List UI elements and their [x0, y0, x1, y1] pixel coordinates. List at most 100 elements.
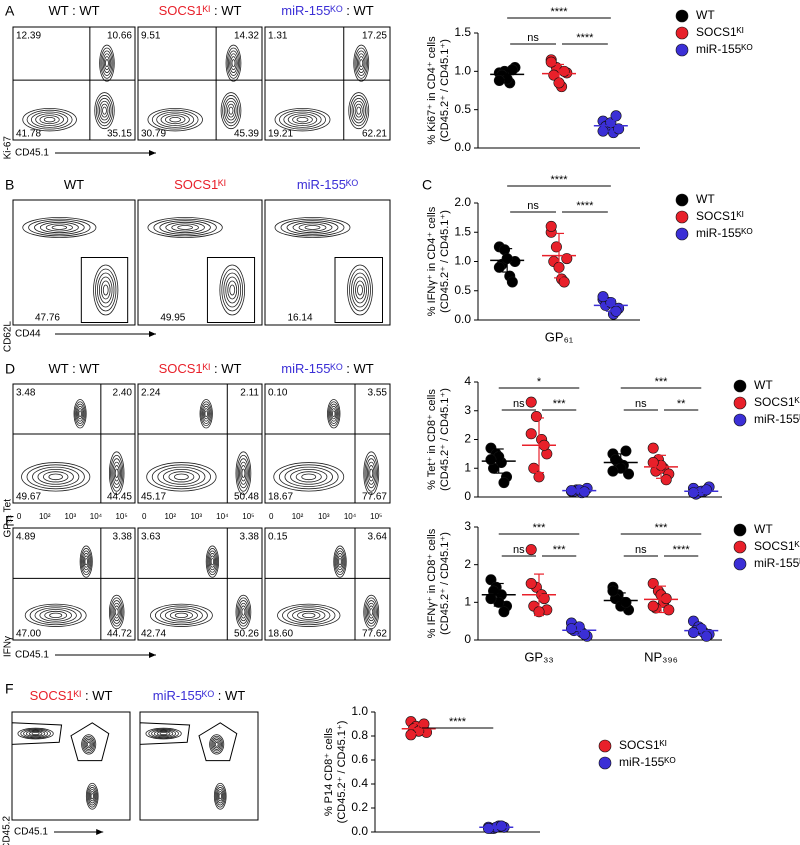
flow-y-label: CD45.2: [2, 816, 13, 845]
quadrant-value: 49.67: [16, 492, 41, 503]
flow-plot-frame: [264, 199, 391, 326]
quadrant-value: 14.32: [234, 31, 259, 42]
contour: [37, 468, 74, 485]
contour: [210, 735, 224, 753]
contour: [368, 465, 375, 482]
contour: [81, 734, 97, 755]
header-part: WT: [79, 361, 99, 376]
contour: [286, 220, 339, 235]
y-axis-label: % Tet⁺ in CD8⁺ cells: [426, 389, 438, 490]
contour: [93, 264, 119, 316]
contour: [216, 789, 224, 804]
contour: [369, 468, 374, 478]
data-point: [498, 606, 510, 618]
flow-header: SOCS1ᴷᴵ : WT: [159, 3, 242, 18]
y-axis-label: % IFNγ⁺ in CD8⁺ cells: [426, 528, 438, 638]
contour: [102, 106, 107, 115]
contour: [225, 44, 242, 82]
contour: [164, 609, 198, 622]
contour: [225, 276, 240, 304]
quadrant-value: 9.51: [141, 31, 161, 42]
legend-label: WT: [754, 522, 773, 536]
y-tick-label: 0.0: [454, 140, 471, 154]
contour: [335, 550, 345, 573]
flow-plot-frame: [137, 199, 263, 326]
gate: [11, 722, 63, 745]
flow-x-label: CD45.1: [14, 827, 48, 838]
contour: [337, 555, 343, 568]
flow-x-tick: 10²: [39, 512, 51, 521]
contour: [78, 410, 82, 418]
contour: [366, 461, 376, 485]
flow-plot-frame: [264, 383, 391, 504]
data-point: [597, 291, 609, 303]
data-point: [485, 593, 497, 605]
header-part: SOCS1ᴷᴵ: [159, 3, 211, 18]
contour: [35, 113, 64, 126]
y-axis-label: (CD45.2⁺ / CD45.1⁺): [336, 721, 348, 824]
y-tick-label: 0.5: [454, 283, 471, 297]
legend-label: miR-155ᴷᴼ: [696, 226, 753, 240]
legend-marker: [675, 210, 689, 224]
contour: [332, 410, 336, 418]
x-category-label: NP₃₉₆: [644, 649, 678, 664]
quadrant-value: 18.60: [268, 629, 293, 640]
contour: [114, 468, 119, 478]
contour: [219, 264, 246, 316]
significance-label: ns: [635, 398, 647, 410]
contour: [34, 220, 85, 235]
contour: [235, 594, 252, 630]
quadrant-value: 50.26: [234, 629, 259, 640]
header-part: WT: [353, 3, 373, 18]
header-part: WT: [221, 3, 241, 18]
contour: [88, 789, 96, 804]
contour: [100, 47, 114, 79]
contour: [26, 109, 73, 130]
quadrant-value: 10.66: [107, 31, 132, 42]
contour: [111, 600, 123, 624]
contour: [43, 117, 56, 123]
contour: [349, 95, 368, 127]
contour: [169, 610, 193, 620]
contour: [231, 59, 236, 68]
y-tick-label: 2: [464, 432, 471, 446]
contour: [221, 268, 244, 312]
contour: [297, 610, 321, 620]
header-part: WT: [353, 361, 373, 376]
data-point: [493, 75, 505, 87]
header-part: WT: [79, 3, 99, 18]
contour: [26, 464, 85, 490]
contour: [28, 218, 91, 237]
contour: [214, 784, 226, 808]
header-part: WT: [225, 688, 245, 703]
contour: [357, 284, 363, 296]
contour: [334, 548, 346, 576]
data-point: [620, 445, 632, 457]
contour: [160, 113, 190, 126]
contour: [239, 602, 248, 622]
contour: [359, 59, 364, 68]
quadrant-value: 4.89: [16, 532, 36, 543]
significance-label: ns: [513, 544, 525, 556]
contour: [112, 602, 121, 622]
contour: [86, 784, 98, 808]
legend-marker: [733, 379, 747, 393]
quadrant-value: 44.72: [107, 629, 132, 640]
data-point: [687, 487, 699, 499]
contour: [304, 225, 321, 230]
flow-header: WT : WT: [48, 3, 99, 18]
significance-label: ns: [635, 544, 647, 556]
y-tick-label: 1.5: [454, 224, 471, 238]
data-point: [565, 623, 577, 635]
contour: [278, 464, 339, 490]
legend-marker: [675, 43, 689, 57]
data-point: [660, 593, 672, 605]
contour: [280, 218, 345, 237]
data-point: [558, 65, 570, 77]
quadrant-value: 41.78: [16, 129, 41, 140]
flow-header: miR-155ᴷᴼ: [297, 177, 359, 192]
contour: [292, 115, 313, 125]
contour: [73, 399, 87, 429]
flow-x-tick: 10³: [65, 512, 77, 521]
contour: [230, 56, 237, 71]
